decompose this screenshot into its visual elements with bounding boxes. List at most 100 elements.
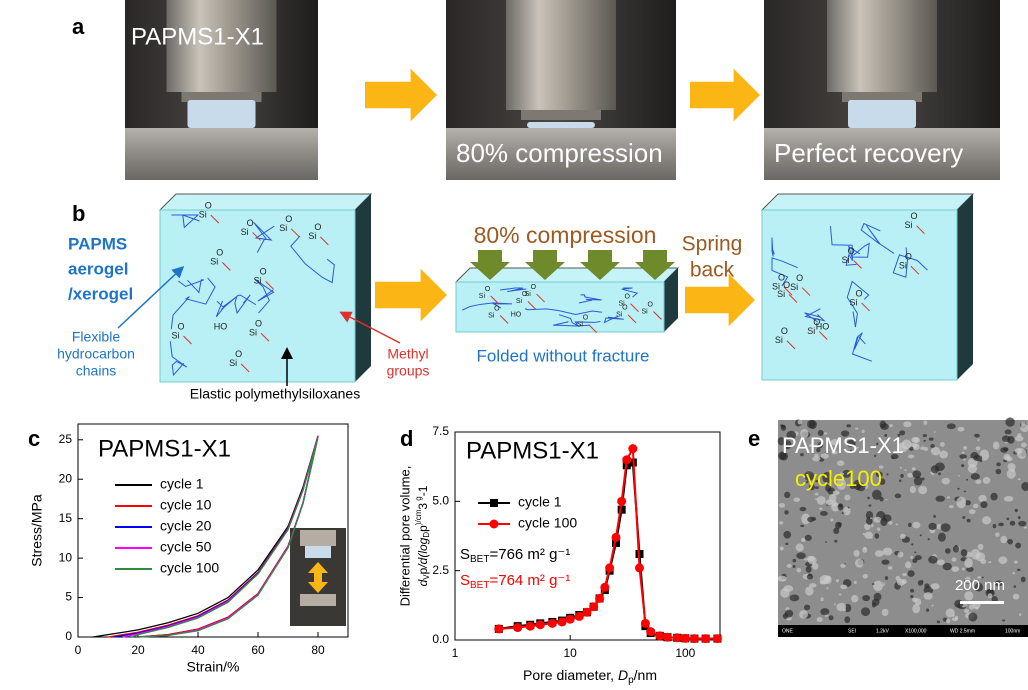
sem-pore	[895, 494, 902, 499]
chart-title: PAPMS1-X1	[98, 435, 231, 462]
photo-label: 80% compression	[456, 138, 663, 168]
atom-label: O	[531, 284, 537, 291]
sem-pore	[785, 543, 788, 545]
sem-pore	[800, 507, 807, 511]
sem-pore	[873, 581, 883, 592]
sem-pore	[817, 496, 826, 505]
sem-pore	[1018, 521, 1026, 527]
inset-plunger	[300, 530, 336, 546]
sem-pore	[939, 451, 948, 459]
sem-pore	[933, 515, 936, 518]
sem-pore	[931, 450, 933, 452]
sem-pore	[935, 462, 945, 471]
y-label-part: /d(log	[416, 537, 430, 568]
annotation-part: =764 m² g⁻¹	[489, 572, 570, 589]
sem-pore	[966, 479, 968, 481]
y-axis-label: Stress/MPa	[29, 494, 45, 567]
sem-pore	[918, 486, 927, 494]
figure: abcdePAPMS1-X180% compressionPerfect rec…	[0, 0, 1028, 690]
atom-label: Si	[210, 257, 218, 267]
y-axis-label: dVp/d(logDp)/cm3 g-1	[414, 485, 431, 586]
y-tick-label: 0	[65, 629, 72, 643]
y-tick-label: 2.5	[432, 563, 449, 577]
sem-pore	[1018, 478, 1021, 480]
marker	[690, 634, 699, 643]
y-axis-label: Differential pore volume,	[397, 466, 412, 607]
sem-pore	[993, 524, 997, 528]
atom-label: Si	[790, 282, 798, 292]
sem-pore	[934, 431, 936, 432]
sem-pore	[874, 533, 879, 539]
sem-pore	[885, 550, 887, 552]
sem-pore	[875, 550, 884, 557]
sem-pore	[871, 524, 874, 527]
sem-pore	[962, 452, 965, 454]
sem-pore	[975, 552, 985, 561]
marker	[628, 444, 637, 453]
annotation-part: S	[460, 546, 470, 563]
atom-label: Si	[241, 227, 249, 237]
box-top	[160, 194, 371, 210]
sem-pore	[809, 583, 816, 587]
sem-pore	[1007, 539, 1013, 544]
compression-label: 80% compression	[474, 222, 657, 248]
sem-pore	[1005, 417, 1014, 426]
sem-pore	[920, 534, 922, 536]
sem-pore	[837, 504, 843, 511]
sem-pore	[1021, 422, 1025, 426]
sem-pore	[988, 561, 991, 563]
sem-pore	[978, 544, 984, 550]
marker	[575, 612, 584, 621]
legend-label: cycle 20	[160, 518, 212, 534]
atom-label: O	[796, 273, 803, 283]
sem-pore	[793, 565, 796, 568]
info-bar	[778, 625, 1028, 637]
sem-pore	[928, 556, 937, 564]
sem-pore	[844, 616, 850, 623]
legend-label: cycle 10	[160, 497, 212, 513]
sem-pore	[846, 424, 851, 427]
atom-label: O	[910, 211, 917, 221]
atom-label: Si	[641, 308, 648, 315]
panel-label: d	[400, 426, 413, 451]
sem-pore	[820, 608, 829, 615]
sem-pore	[840, 564, 845, 568]
marker	[494, 624, 503, 633]
y-label-part: g	[414, 496, 423, 503]
y-tick-label: 10	[59, 550, 73, 564]
atom-label: O	[247, 218, 254, 228]
sem-pore	[861, 607, 870, 616]
sem-pore	[922, 478, 925, 481]
atom-label: Si	[171, 330, 179, 340]
sample-label: PAPMS	[68, 234, 127, 253]
sem-pore	[910, 556, 913, 559]
sem-pore	[902, 573, 906, 576]
sem-pore	[1014, 560, 1018, 563]
sem-pore	[1013, 594, 1019, 600]
base-plate	[125, 128, 318, 180]
sem-pore	[835, 522, 841, 529]
sem-pore	[1000, 447, 1008, 453]
sem-pore	[899, 479, 902, 482]
marker	[635, 563, 644, 572]
sem-pore	[787, 564, 792, 568]
panel-label: c	[28, 426, 40, 451]
atom-label: Si	[899, 261, 907, 271]
info-text: 1.2kV	[876, 628, 889, 634]
series-line	[93, 436, 318, 637]
sem-pore	[945, 548, 951, 554]
sem-pore	[911, 543, 913, 545]
sem-pore	[926, 608, 929, 611]
atom-label: HO	[816, 321, 830, 331]
info-text: X100,000	[905, 628, 927, 634]
atom-label: Si	[850, 297, 858, 307]
x-tick-label: 10	[563, 646, 577, 660]
sem-pore	[961, 464, 964, 467]
x-tick-label: 40	[191, 643, 205, 657]
sem-pore	[779, 521, 783, 524]
sem-pore	[973, 455, 982, 461]
sem-pore	[952, 557, 957, 561]
sem-pore	[880, 423, 889, 430]
sem-pore	[998, 556, 1007, 564]
sem-pore	[834, 603, 836, 605]
